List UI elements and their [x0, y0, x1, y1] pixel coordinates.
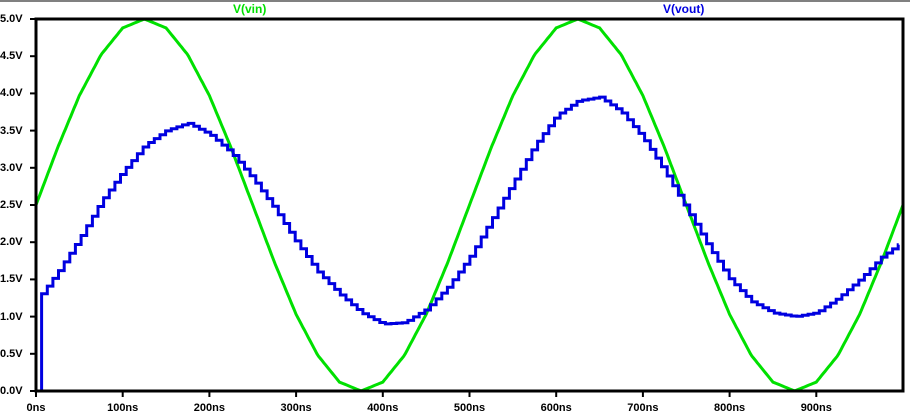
- x-tick-label: 500ns: [453, 402, 486, 414]
- y-tick-label: 1.5V: [0, 273, 23, 286]
- window-top-border: [0, 0, 910, 2]
- x-tick-label: 100ns: [107, 402, 139, 414]
- y-tick-label: 2.0V: [0, 236, 23, 249]
- axes: [30, 17, 905, 397]
- x-tick-label: 200ns: [193, 402, 225, 414]
- x-tick-label: 600ns: [540, 402, 572, 414]
- y-tick-label: 3.0V: [0, 161, 23, 174]
- x-tick-label: 0ns: [26, 402, 46, 414]
- y-tick-label: 2.5V: [0, 199, 23, 211]
- x-tick-label: 300ns: [280, 402, 312, 414]
- y-tick-label: 0.0V: [0, 385, 23, 397]
- y-tick-label: 4.0V: [0, 87, 23, 100]
- legend-vout[interactable]: V(vout): [662, 2, 706, 16]
- y-tick-label: 3.5V: [0, 124, 23, 137]
- trace-vvin[interactable]: [34, 17, 905, 393]
- y-tick-label: 0.5V: [0, 347, 23, 360]
- y-tick-label: 1.0V: [0, 310, 23, 323]
- traces: [34, 17, 905, 393]
- y-tick-label: 4.5V: [0, 50, 23, 63]
- legend-vin[interactable]: V(vin): [232, 2, 268, 16]
- y-tick-label: 5.0V: [0, 13, 23, 25]
- x-tick-label: 400ns: [367, 402, 399, 414]
- x-tick-label: 800ns: [713, 402, 746, 414]
- x-tick-label: 900ns: [800, 402, 832, 414]
- trace-vvout[interactable]: [36, 95, 900, 393]
- x-tick-label: 700ns: [627, 402, 659, 414]
